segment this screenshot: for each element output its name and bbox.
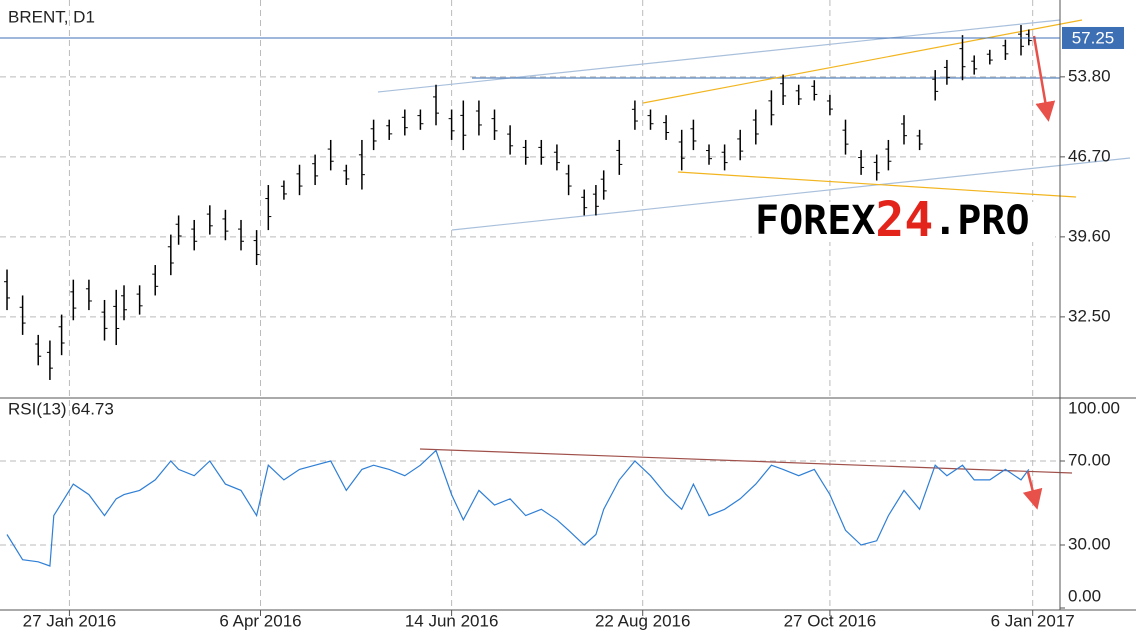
channel-line — [677, 171, 1077, 198]
watermark-bg — [752, 202, 1055, 242]
watermark-part: .PRO — [933, 198, 1029, 244]
trend-line — [377, 19, 1061, 93]
y-tick-label: 100.00 — [1068, 398, 1120, 417]
x-tick-label: 14 Jun 2016 — [405, 611, 499, 630]
arrow — [1022, 471, 1043, 510]
channel-line — [642, 19, 1083, 104]
indicator-title: RSI(13) 64.73 — [8, 399, 114, 418]
x-tick-label: 22 Aug 2016 — [595, 611, 690, 630]
watermark-part: 24 — [875, 192, 933, 248]
rsi-trend-line — [419, 448, 1073, 474]
watermark: FOREX24.PRO — [755, 192, 1030, 248]
watermark-part: FOREX — [755, 198, 875, 244]
y-tick-label: 39.60 — [1068, 226, 1111, 245]
x-tick-label: 6 Jan 2017 — [991, 611, 1075, 630]
x-tick-label: 27 Oct 2016 — [784, 611, 877, 630]
trend-line — [451, 157, 1131, 231]
y-tick-label: 70.00 — [1068, 450, 1111, 469]
x-tick-label: 6 Apr 2016 — [219, 611, 301, 630]
chart-title: BRENT, D1 — [8, 7, 95, 26]
x-tick-label: 27 Jan 2016 — [23, 611, 117, 630]
price-label: 57.25 — [1072, 28, 1115, 47]
y-tick-label: 32.50 — [1068, 306, 1111, 325]
y-tick-label: 0.00 — [1068, 586, 1101, 605]
y-tick-label: 30.00 — [1068, 534, 1111, 553]
y-tick-label: 53.80 — [1068, 66, 1111, 85]
y-tick-label: 46.70 — [1068, 146, 1111, 165]
price-tag — [1062, 26, 1124, 49]
arrow — [1032, 35, 1056, 122]
rsi-line — [6, 449, 1030, 567]
